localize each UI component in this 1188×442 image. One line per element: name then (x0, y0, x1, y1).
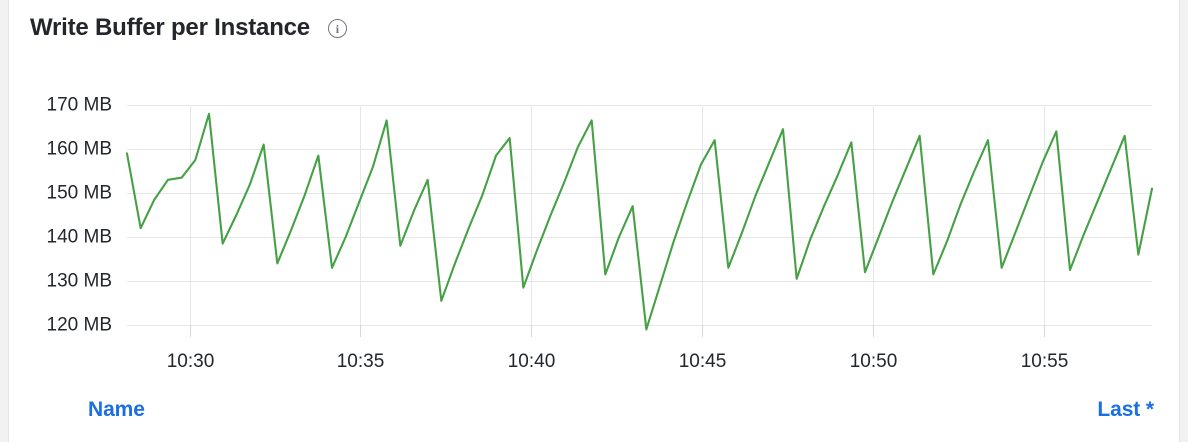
vertical-gridlines (190, 105, 1045, 325)
horizontal-gridlines (127, 105, 1152, 326)
x-tick-label: 10:45 (679, 351, 727, 372)
panel-header: Write Buffer per Instance i (30, 14, 347, 42)
series-line-write_buffer (125, 112, 1154, 331)
x-tick-label: 10:50 (850, 351, 898, 372)
panel-footer: Name Last * (0, 398, 1188, 442)
y-tick-label: 130 MB (47, 271, 112, 292)
x-tick-label: 10:35 (337, 351, 385, 372)
info-circle-icon[interactable]: i (327, 18, 347, 38)
x-tick-label: 10:40 (508, 351, 556, 372)
legend-column-last[interactable]: Last * (1097, 398, 1154, 421)
page-gutter-left (0, 0, 9, 442)
y-tick-label: 160 MB (47, 139, 112, 160)
x-axis-ticks (190, 325, 1045, 337)
page-title: Write Buffer per Instance (30, 14, 310, 41)
y-tick-label: 120 MB (47, 315, 112, 336)
data-series-group (125, 112, 1154, 331)
x-axis-tick-labels: 10:30 10:35 10:40 10:45 10:50 10:55 (167, 351, 1069, 372)
y-tick-label: 150 MB (47, 183, 112, 204)
x-tick-label: 10:55 (1021, 351, 1069, 372)
legend-column-name[interactable]: Name (88, 398, 145, 421)
y-axis-tick-labels: 120 MB 130 MB 140 MB 150 MB 160 MB 170 MB (47, 95, 112, 336)
y-tick-label: 170 MB (47, 95, 112, 116)
chart-plot-area[interactable]: 120 MB 130 MB 140 MB 150 MB 160 MB 170 MB 10:… (0, 78, 1188, 378)
y-tick-label: 140 MB (47, 227, 112, 248)
x-tick-label: 10:30 (167, 351, 215, 372)
line-chart-svg: 120 MB 130 MB 140 MB 150 MB 160 MB 170 MB 10:… (47, 95, 1154, 372)
page-gutter-right (1179, 0, 1188, 442)
